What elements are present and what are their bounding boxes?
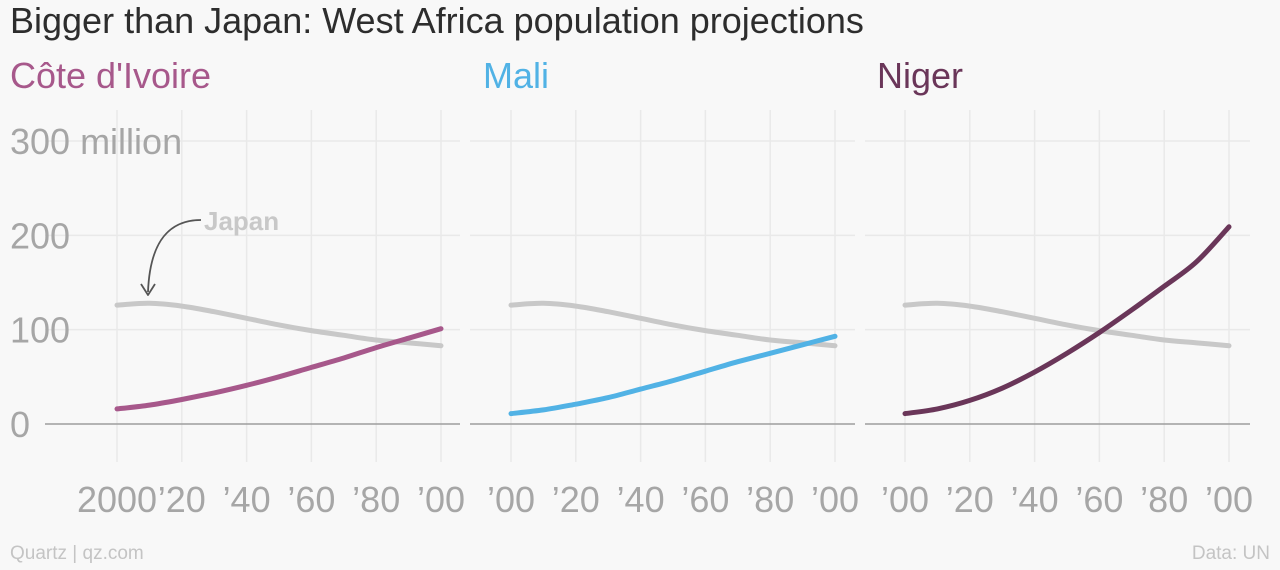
x-tick-label-niger: ’20 [946, 479, 994, 520]
x-tick-label-mali: ’00 [811, 479, 859, 520]
panel-title-niger: Niger [877, 55, 964, 96]
x-tick-label-cote-divoire: ’00 [417, 479, 465, 520]
x-tick-label-cote-divoire: 2000 [77, 479, 157, 520]
x-tick-label-cote-divoire: ’60 [287, 479, 335, 520]
y-tick-label: 100 [10, 310, 70, 351]
niger-line [902, 224, 1232, 417]
japan-line-cote-divoire [114, 300, 444, 349]
x-tick-label-cote-divoire: ’20 [158, 479, 206, 520]
x-tick-label-niger: ’80 [1140, 479, 1188, 520]
y-tick-label: 0 [10, 404, 30, 445]
x-tick-label-niger: ’00 [1205, 479, 1253, 520]
x-tick-label-mali: ’60 [681, 479, 729, 520]
x-tick-label-mali: ’80 [746, 479, 794, 520]
japan-line-mali [508, 300, 838, 349]
x-tick-label-niger: ’00 [881, 479, 929, 520]
chart-title: Bigger than Japan: West Africa populatio… [10, 0, 864, 41]
y-tick-label: 200 [10, 215, 70, 256]
x-tick-label-niger: ’40 [1011, 479, 1059, 520]
data-source: Data: UN [1191, 543, 1270, 564]
cote-divoire-line [114, 326, 444, 412]
annotation-arrowhead [140, 283, 156, 296]
x-tick-label-mali: ’00 [487, 479, 535, 520]
x-tick-label-cote-divoire: ’40 [223, 479, 271, 520]
annotation-arrow [147, 219, 202, 293]
mali-line [508, 333, 838, 417]
y-tick-label: 300 million [10, 121, 182, 162]
panel-title-cote-divoire: Côte d'Ivoire [10, 55, 211, 96]
x-tick-label-cote-divoire: ’80 [352, 479, 400, 520]
x-tick-label-niger: ’60 [1075, 479, 1123, 520]
japan-annotation: Japan [204, 206, 279, 236]
japan-line-niger [902, 300, 1232, 349]
source-credit: Quartz | qz.com [10, 543, 144, 564]
x-tick-label-mali: ’40 [617, 479, 665, 520]
x-tick-label-mali: ’20 [552, 479, 600, 520]
panel-title-mali: Mali [483, 55, 550, 96]
